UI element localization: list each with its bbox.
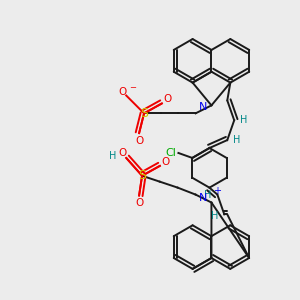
Text: O: O: [118, 148, 126, 158]
Text: O: O: [164, 94, 172, 104]
Text: −: −: [129, 83, 136, 92]
Text: S: S: [138, 169, 146, 182]
Text: N: N: [199, 102, 208, 112]
Text: H: H: [240, 115, 248, 125]
Text: H: H: [211, 212, 218, 221]
Text: S: S: [140, 107, 148, 120]
Text: O: O: [135, 136, 143, 146]
Text: O: O: [162, 157, 170, 167]
Text: O: O: [135, 199, 143, 208]
Text: O: O: [118, 86, 126, 97]
Text: H: H: [204, 190, 211, 200]
Text: +: +: [213, 186, 221, 196]
Text: H: H: [233, 135, 241, 145]
Text: N: N: [199, 193, 208, 202]
Text: H: H: [109, 151, 116, 161]
Text: Cl: Cl: [165, 148, 176, 158]
